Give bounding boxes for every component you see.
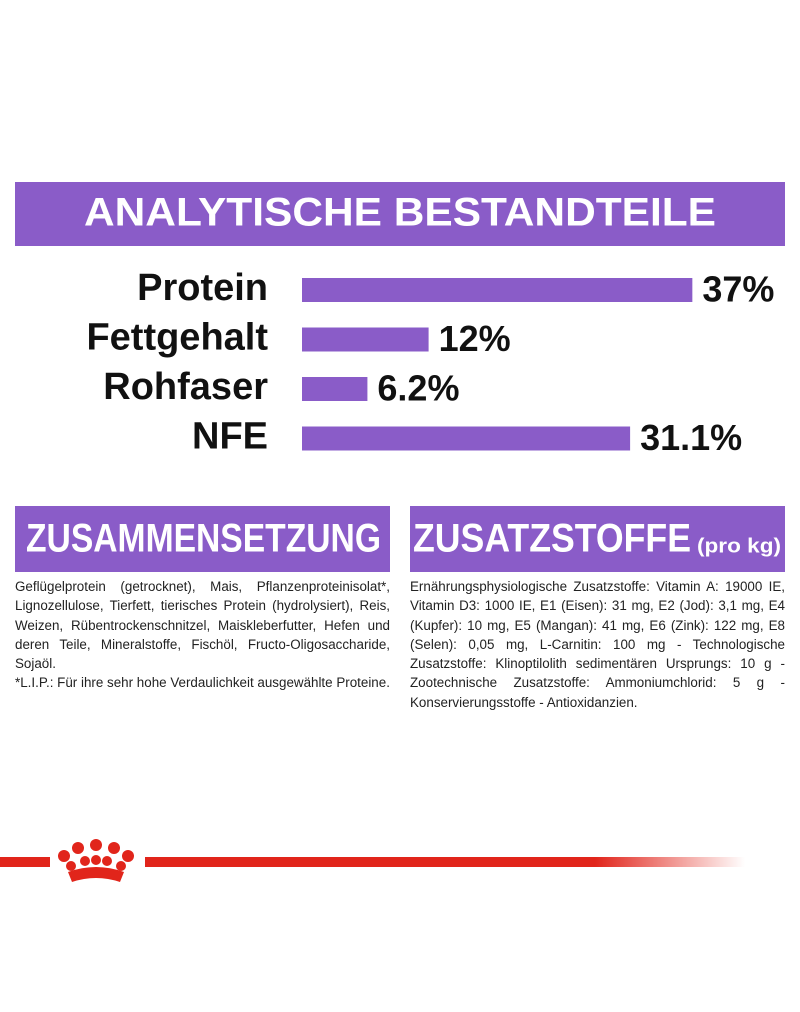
additives-text: Ernährungsphysiologische Zusatzstoffe: V… bbox=[410, 577, 785, 712]
additives-title: ZUSATZSTOFFE bbox=[413, 517, 691, 561]
paragraph: Geflügelprotein (getrocknet), Mais, Pfla… bbox=[15, 579, 390, 672]
value-label: 12% bbox=[439, 318, 511, 359]
composition-text: Geflügelprotein (getrocknet), Mais, Pfla… bbox=[15, 577, 390, 693]
category-label: Rohfaser bbox=[103, 366, 268, 408]
additives-unit: (pro kg) bbox=[697, 535, 781, 557]
crown-logo bbox=[58, 839, 134, 882]
paragraph: *L.I.P.: Für ihre sehr hohe Verdaulichke… bbox=[15, 675, 390, 691]
composition-title: ZUSAMMENSETZUNG bbox=[26, 517, 381, 561]
category-label: NFE bbox=[192, 416, 268, 458]
title-band bbox=[15, 182, 785, 246]
composition-band bbox=[15, 506, 390, 572]
value-label: 37% bbox=[702, 269, 774, 310]
bar bbox=[302, 426, 631, 451]
value-label: 6.2% bbox=[377, 368, 459, 409]
value-label: 31.1% bbox=[640, 417, 742, 458]
brand-line bbox=[0, 857, 50, 867]
category-label: Fettgehalt bbox=[86, 317, 268, 359]
chart-title: ANALYTISCHE BESTANDTEILE bbox=[84, 191, 716, 235]
paragraph: Ernährungsphysiologische Zusatzstoffe: V… bbox=[410, 579, 785, 710]
bar bbox=[302, 327, 429, 352]
bar bbox=[302, 278, 693, 302]
additives-band bbox=[410, 506, 785, 572]
category-label: Protein bbox=[137, 267, 268, 309]
brand-line bbox=[145, 857, 745, 867]
bar bbox=[302, 377, 368, 401]
